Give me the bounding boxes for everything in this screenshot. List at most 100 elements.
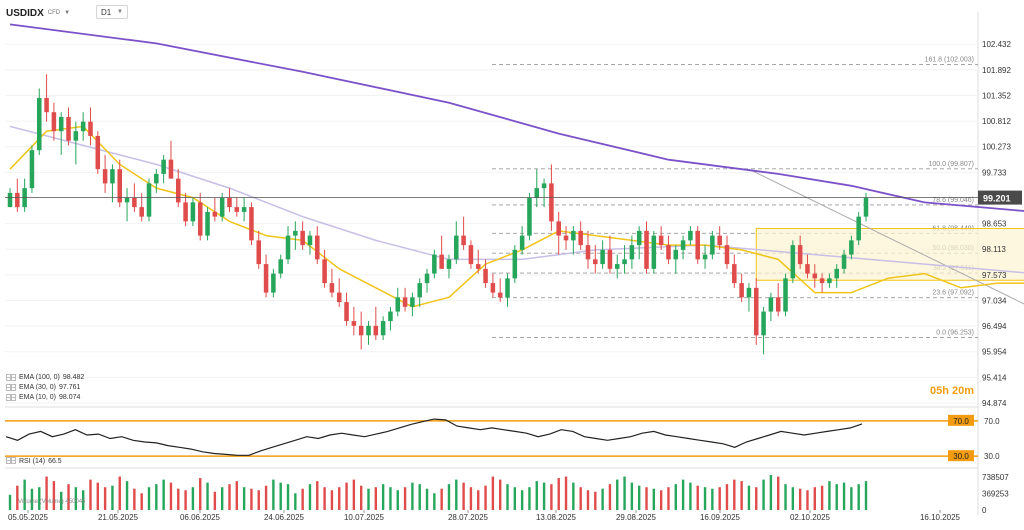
volume-bar bbox=[652, 488, 656, 510]
volume-bar bbox=[630, 482, 634, 510]
candle-body bbox=[183, 202, 188, 222]
volume-bar bbox=[199, 478, 202, 510]
candle-body bbox=[95, 135, 101, 170]
volume-bar bbox=[257, 490, 260, 510]
volume-bar bbox=[542, 482, 546, 510]
fib-level-label: 78.6 (99.046) bbox=[932, 197, 974, 204]
volume-bar bbox=[60, 491, 63, 510]
chevron-down-icon[interactable]: ▼ bbox=[64, 10, 71, 16]
price-axis: 102.432 101.892 101.352 100.812 100.273 99.73… bbox=[982, 40, 1011, 408]
volume-bar bbox=[206, 482, 209, 510]
candle-body bbox=[497, 292, 503, 298]
candle-body bbox=[263, 264, 269, 293]
volume-bar bbox=[674, 484, 677, 510]
candle-body bbox=[819, 278, 825, 284]
candle-body bbox=[300, 230, 305, 246]
candle-body bbox=[102, 169, 108, 184]
price-tick-label: 97.573 bbox=[982, 271, 1007, 280]
candle-body bbox=[197, 202, 203, 236]
volume-bar bbox=[330, 490, 334, 510]
volume-bar bbox=[228, 484, 231, 510]
volume-bar bbox=[659, 490, 663, 510]
legend-value: 97.761 bbox=[58, 384, 81, 391]
volume-bar bbox=[323, 487, 326, 510]
symbol-header[interactable]: USDIDX CFD ▼ bbox=[6, 5, 70, 21]
candle-body bbox=[519, 235, 525, 250]
volume-bar bbox=[16, 485, 19, 510]
volume-panel: 738507 369253 0 bbox=[5, 467, 1009, 515]
settings-grid-icon[interactable] bbox=[6, 384, 16, 391]
candle-body bbox=[124, 197, 130, 203]
candle-body bbox=[139, 207, 144, 217]
time-tick-label: 05.05.2025 bbox=[8, 513, 49, 522]
volume-bar bbox=[484, 485, 487, 510]
candle-body bbox=[680, 240, 686, 250]
candle-body bbox=[607, 249, 613, 269]
volume-bar bbox=[411, 482, 414, 510]
ema100-line bbox=[9, 23, 1024, 212]
candle-body bbox=[15, 192, 20, 208]
timeframe-select[interactable]: D1 ▼ bbox=[96, 5, 128, 19]
legend-ema30[interactable]: EMA (30, 0) 97.761 bbox=[6, 384, 80, 391]
candle-body bbox=[315, 235, 320, 260]
fib-level-label: 161.8 (102.003) bbox=[925, 57, 974, 64]
volume-tick-label: 0 bbox=[982, 506, 987, 515]
candle-body bbox=[461, 235, 466, 246]
volume-bar bbox=[45, 476, 48, 510]
volume-bar bbox=[645, 487, 648, 510]
candle-body bbox=[702, 254, 708, 260]
settings-grid-icon[interactable] bbox=[6, 457, 16, 466]
volume-bar bbox=[857, 484, 860, 510]
candle-body bbox=[724, 245, 730, 265]
volume-bar bbox=[374, 487, 378, 510]
volume-bar bbox=[725, 484, 729, 510]
volume-bar bbox=[67, 484, 70, 510]
candle-body bbox=[190, 202, 196, 222]
candle-body bbox=[51, 112, 57, 132]
price-tick-label: 101.352 bbox=[982, 91, 1011, 100]
legend-ema10[interactable]: EMA (10, 0) 98.074 bbox=[6, 394, 80, 401]
volume-bar bbox=[38, 487, 41, 510]
candle-body bbox=[673, 249, 679, 260]
volume-bar bbox=[8, 494, 12, 510]
candle-body bbox=[358, 325, 364, 336]
candle-body bbox=[614, 264, 620, 269]
candle-body bbox=[556, 221, 561, 236]
volume-bar bbox=[74, 487, 78, 510]
price-tick-label: 97.034 bbox=[982, 296, 1007, 305]
volume-bar bbox=[155, 484, 158, 510]
candle-body bbox=[483, 268, 488, 284]
time-tick-label: 06.06.2025 bbox=[180, 513, 221, 522]
candle-body bbox=[88, 121, 93, 136]
candle-body bbox=[432, 254, 437, 274]
candle-body bbox=[29, 150, 35, 189]
candle-body bbox=[249, 207, 254, 241]
volume-bar bbox=[52, 481, 56, 510]
time-tick-label: 16.10.2025 bbox=[920, 513, 961, 522]
volume-bar bbox=[769, 475, 773, 510]
candle-body bbox=[7, 192, 13, 208]
settings-grid-icon[interactable] bbox=[6, 374, 16, 381]
volume-bar bbox=[798, 488, 802, 510]
candle-body bbox=[783, 278, 788, 312]
candle-body bbox=[775, 297, 781, 312]
gridlines bbox=[5, 12, 979, 515]
fib-level-label: 0.0 (96.253) bbox=[936, 330, 974, 337]
legend-value: 66.5 bbox=[48, 458, 62, 465]
volume-bar bbox=[594, 491, 597, 510]
candle-body bbox=[710, 235, 715, 255]
volume-bar bbox=[813, 487, 816, 510]
settings-grid-icon[interactable] bbox=[6, 394, 16, 401]
candle-body bbox=[424, 273, 430, 284]
candle-body bbox=[753, 287, 759, 336]
descending-trend-line bbox=[748, 168, 1024, 305]
volume-bar bbox=[272, 479, 275, 510]
fib-level-label: 100.0 (99.807) bbox=[928, 161, 974, 168]
legend-rsi[interactable]: RSI (14) 66.5 bbox=[6, 457, 62, 466]
candle-countdown: 05h 20m bbox=[930, 385, 974, 397]
legend-ema100[interactable]: EMA (100, 0) 98.482 bbox=[6, 374, 84, 381]
legend-label: EMA (100, 0) bbox=[19, 374, 60, 381]
volume-bar bbox=[681, 479, 685, 510]
volume-bar bbox=[550, 484, 553, 510]
